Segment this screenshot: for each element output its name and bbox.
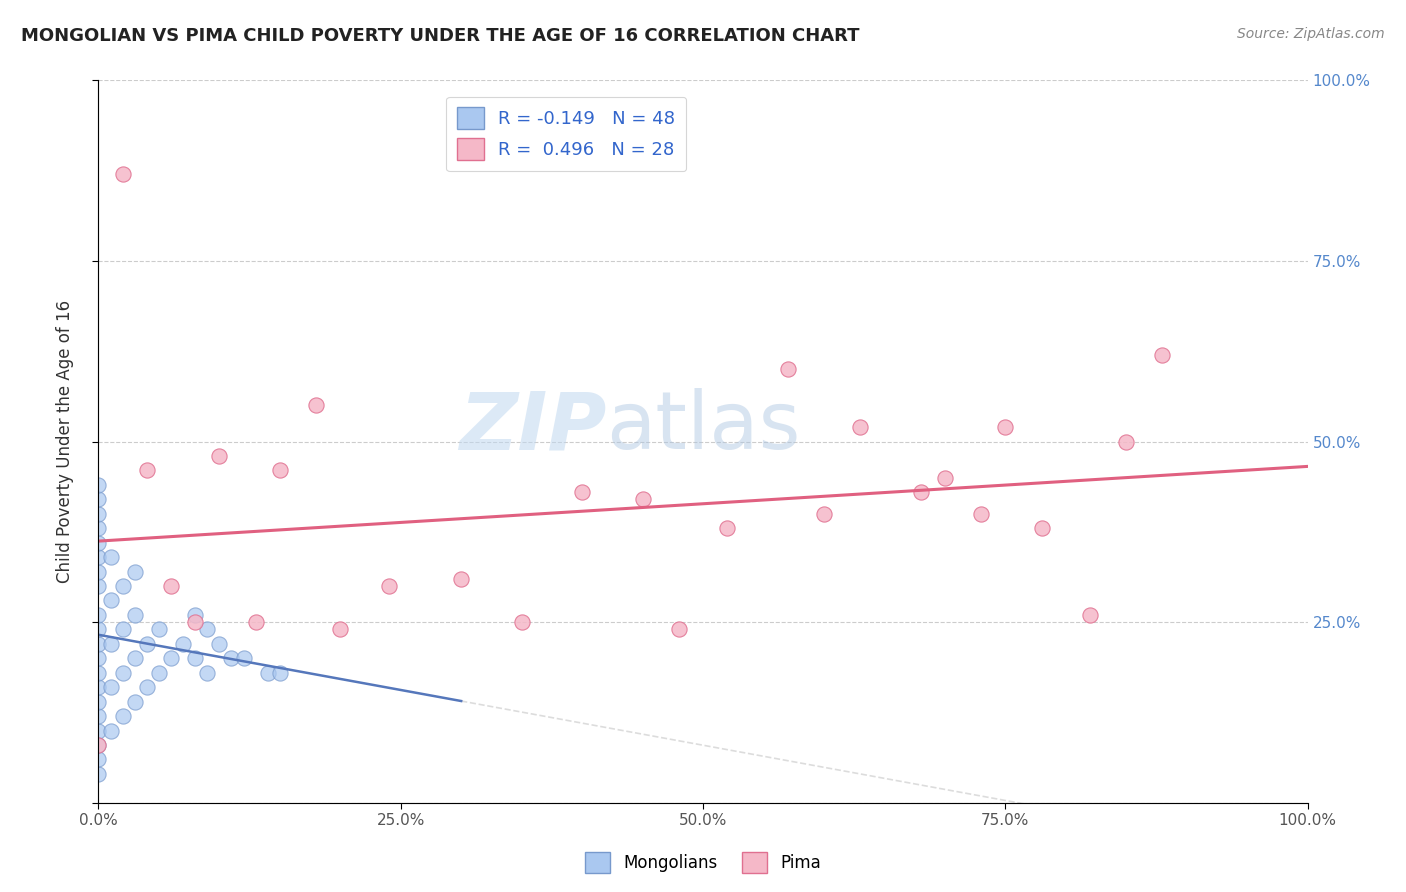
Point bbox=[124, 607, 146, 622]
Point bbox=[135, 680, 157, 694]
Point bbox=[221, 651, 243, 665]
Point bbox=[100, 680, 122, 694]
Point bbox=[716, 521, 738, 535]
Point bbox=[87, 723, 110, 738]
Point bbox=[87, 695, 110, 709]
Point bbox=[160, 579, 183, 593]
Point bbox=[148, 623, 170, 637]
Text: MONGOLIAN VS PIMA CHILD POVERTY UNDER THE AGE OF 16 CORRELATION CHART: MONGOLIAN VS PIMA CHILD POVERTY UNDER TH… bbox=[21, 27, 859, 45]
Point bbox=[377, 579, 399, 593]
Point bbox=[100, 550, 122, 565]
Point bbox=[970, 507, 993, 521]
Point bbox=[87, 680, 110, 694]
Point bbox=[87, 738, 110, 752]
Point bbox=[124, 565, 146, 579]
Point bbox=[87, 521, 110, 535]
Point bbox=[776, 362, 799, 376]
Point bbox=[111, 579, 134, 593]
Point bbox=[450, 572, 472, 586]
Text: ZIP: ZIP bbox=[458, 388, 606, 467]
Point bbox=[269, 665, 291, 680]
Y-axis label: Child Poverty Under the Age of 16: Child Poverty Under the Age of 16 bbox=[56, 300, 75, 583]
Point bbox=[87, 665, 110, 680]
Point bbox=[305, 398, 328, 412]
Point bbox=[87, 507, 110, 521]
Point bbox=[135, 463, 157, 477]
Point bbox=[160, 651, 183, 665]
Point bbox=[87, 651, 110, 665]
Point bbox=[87, 709, 110, 723]
Point bbox=[232, 651, 254, 665]
Point bbox=[195, 665, 218, 680]
Point bbox=[184, 607, 207, 622]
Point bbox=[100, 637, 122, 651]
Point bbox=[124, 651, 146, 665]
Point bbox=[124, 695, 146, 709]
Text: atlas: atlas bbox=[606, 388, 800, 467]
Point bbox=[87, 637, 110, 651]
Point bbox=[87, 535, 110, 549]
Point bbox=[100, 593, 122, 607]
Point bbox=[256, 665, 278, 680]
Point bbox=[184, 615, 207, 630]
Point bbox=[1031, 521, 1053, 535]
Legend: Mongolians, Pima: Mongolians, Pima bbox=[578, 846, 828, 880]
Point bbox=[184, 651, 207, 665]
Point bbox=[1152, 348, 1174, 362]
Point bbox=[631, 492, 654, 507]
Point bbox=[87, 738, 110, 752]
Point bbox=[87, 478, 110, 492]
Point bbox=[111, 665, 134, 680]
Text: Source: ZipAtlas.com: Source: ZipAtlas.com bbox=[1237, 27, 1385, 41]
Point bbox=[100, 723, 122, 738]
Point bbox=[910, 485, 932, 500]
Point bbox=[87, 565, 110, 579]
Point bbox=[329, 623, 352, 637]
Point bbox=[87, 752, 110, 766]
Point bbox=[571, 485, 593, 500]
Point bbox=[111, 623, 134, 637]
Point bbox=[1115, 434, 1137, 449]
Point bbox=[934, 470, 956, 484]
Point bbox=[994, 420, 1017, 434]
Point bbox=[111, 167, 134, 181]
Point bbox=[1078, 607, 1101, 622]
Point bbox=[148, 665, 170, 680]
Legend: R = -0.149   N = 48, R =  0.496   N = 28: R = -0.149 N = 48, R = 0.496 N = 28 bbox=[446, 96, 686, 171]
Point bbox=[87, 607, 110, 622]
Point bbox=[269, 463, 291, 477]
Point bbox=[668, 623, 690, 637]
Point bbox=[87, 579, 110, 593]
Point bbox=[111, 709, 134, 723]
Point bbox=[172, 637, 194, 651]
Point bbox=[245, 615, 267, 630]
Point bbox=[135, 637, 157, 651]
Point bbox=[510, 615, 533, 630]
Point bbox=[87, 550, 110, 565]
Point bbox=[87, 492, 110, 507]
Point bbox=[208, 637, 231, 651]
Point bbox=[87, 767, 110, 781]
Point bbox=[195, 623, 218, 637]
Point bbox=[849, 420, 872, 434]
Point bbox=[87, 623, 110, 637]
Point bbox=[813, 507, 835, 521]
Point bbox=[208, 449, 231, 463]
